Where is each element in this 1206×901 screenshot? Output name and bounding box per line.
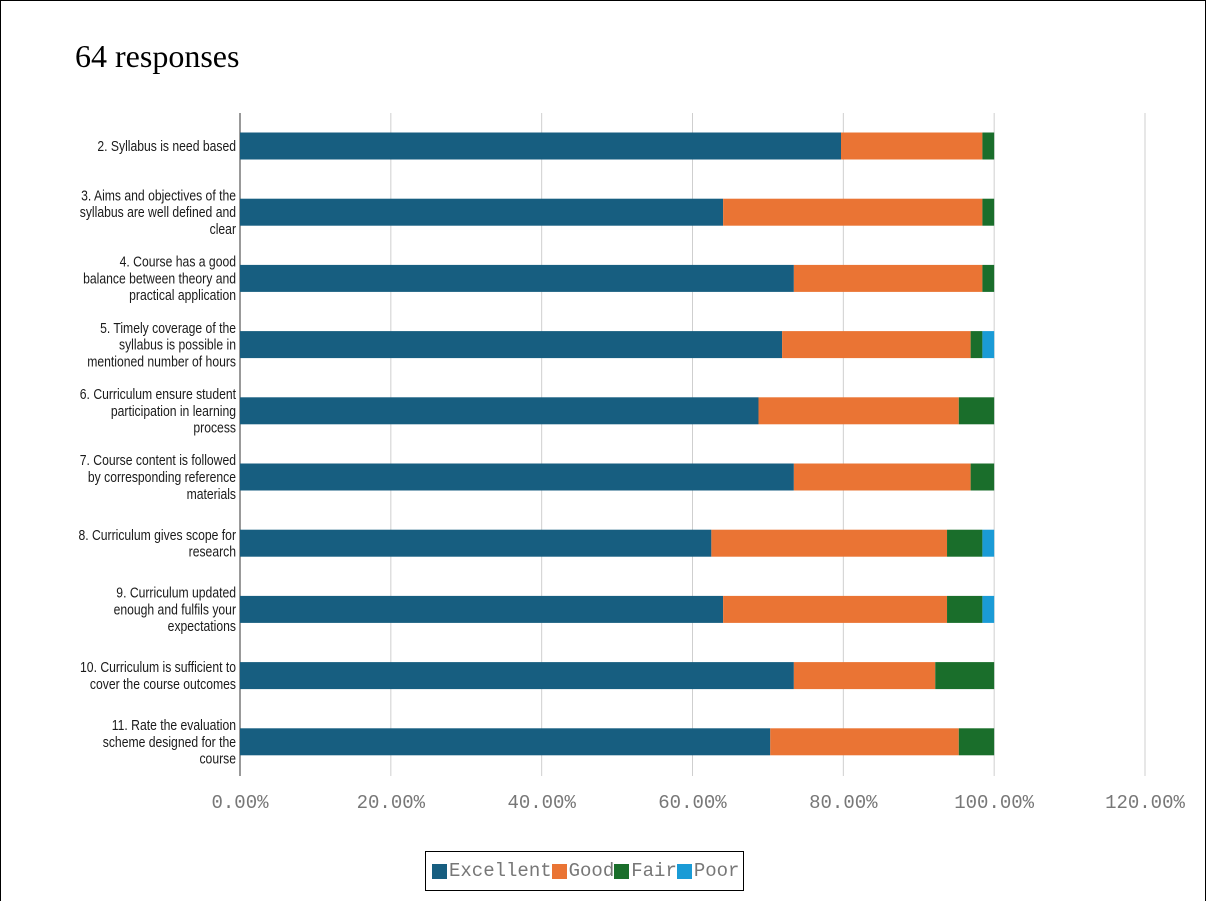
category-label: 4. Course has a good balance between theo… <box>83 254 236 304</box>
bar-segment-good <box>840 132 983 160</box>
bar-segment-fair <box>982 264 995 292</box>
x-tick-label: 120.00% <box>1105 792 1185 814</box>
category-labels: 2. Syllabus is need based 3. Aims and obj… <box>78 138 236 767</box>
bar-segment-fair <box>958 397 995 425</box>
bar-segment-good <box>793 662 936 690</box>
x-tick-label: 60.00% <box>658 792 727 814</box>
bar-segment-excellent <box>240 264 794 292</box>
x-tick-label: 0.00% <box>211 792 269 814</box>
bar-segment-good <box>793 264 983 292</box>
bar-segment-poor <box>982 331 995 359</box>
bar-segment-fair <box>958 728 995 756</box>
bar-segment-excellent <box>240 728 771 756</box>
x-tick-label: 80.00% <box>809 792 878 814</box>
bar-segment-good <box>770 728 959 756</box>
category-label: 7. Course content is followed by correspo… <box>80 452 237 502</box>
response-count-heading: 64 responses <box>75 38 240 74</box>
legend-label: Poor <box>693 860 740 882</box>
legend-swatch <box>614 863 630 879</box>
legend-item-poor: Poor <box>676 860 740 882</box>
bar-segment-excellent <box>240 595 724 623</box>
bar-segment-poor <box>982 529 995 557</box>
bar-segment-good <box>723 198 983 226</box>
bar-segment-excellent <box>240 331 783 359</box>
legend-label: Fair <box>631 860 677 882</box>
bar-segment-fair <box>970 463 995 491</box>
category-label: 9. Curriculum updated enough and fulfils … <box>114 585 237 635</box>
legend-swatch <box>676 863 692 879</box>
legend-item-excellent: Excellent <box>432 860 552 882</box>
bar-segment-excellent <box>240 198 724 226</box>
bar-segment-excellent <box>240 463 794 491</box>
legend-swatch <box>432 863 447 879</box>
stacked-bar-chart: 2. Syllabus is need based 3. Aims and obj… <box>78 113 1185 814</box>
category-label: 5. Timely coverage of the syllabus is pos… <box>87 320 236 370</box>
legend-label: Good <box>568 860 615 882</box>
category-label: 8. Curriculum gives scope for research <box>78 527 236 560</box>
bar-segment-good <box>711 529 948 557</box>
bar-segment-poor <box>982 595 995 623</box>
bar-segment-excellent <box>240 662 794 690</box>
bar-segment-good <box>723 595 948 623</box>
bar-segment-good <box>758 397 959 425</box>
bar-segment-fair <box>970 331 983 359</box>
bar-segment-fair <box>935 662 995 690</box>
bar-segment-excellent <box>240 132 841 160</box>
chart-legend: Excellent Good Fair Poor <box>425 851 745 891</box>
category-label: 11. Rate the evaluation scheme designed f… <box>103 717 236 767</box>
category-label: 6. Curriculum ensure student participatio… <box>80 386 236 436</box>
category-label: 10. Curriculum is sufficient to cover the… <box>80 659 236 692</box>
bar-segment-fair <box>947 529 983 557</box>
bar-segment-fair <box>947 595 983 623</box>
x-tick-labels: 0.00% 20.00% 40.00% 60.00% 80.00% 100.00% 120.… <box>211 792 1185 814</box>
bar-segment-excellent <box>240 529 712 557</box>
bar-segment-good <box>782 331 971 359</box>
x-tick-label: 100.00% <box>954 792 1034 814</box>
x-tick-label: 40.00% <box>507 792 576 814</box>
legend-label: Excellent <box>449 860 552 882</box>
legend-item-fair: Fair <box>614 860 677 882</box>
bar-segment-fair <box>982 132 995 160</box>
x-tick-label: 20.00% <box>357 792 426 814</box>
category-label: 3. Aims and objectives of the syllabus ar… <box>80 187 237 237</box>
legend-item-good: Good <box>551 860 615 882</box>
bar-segment-fair <box>982 198 995 226</box>
bar-segment-excellent <box>240 397 759 425</box>
category-label: 2. Syllabus is need based <box>97 138 236 154</box>
legend-swatch <box>551 863 567 879</box>
bar-segment-good <box>793 463 971 491</box>
bars <box>240 132 995 756</box>
